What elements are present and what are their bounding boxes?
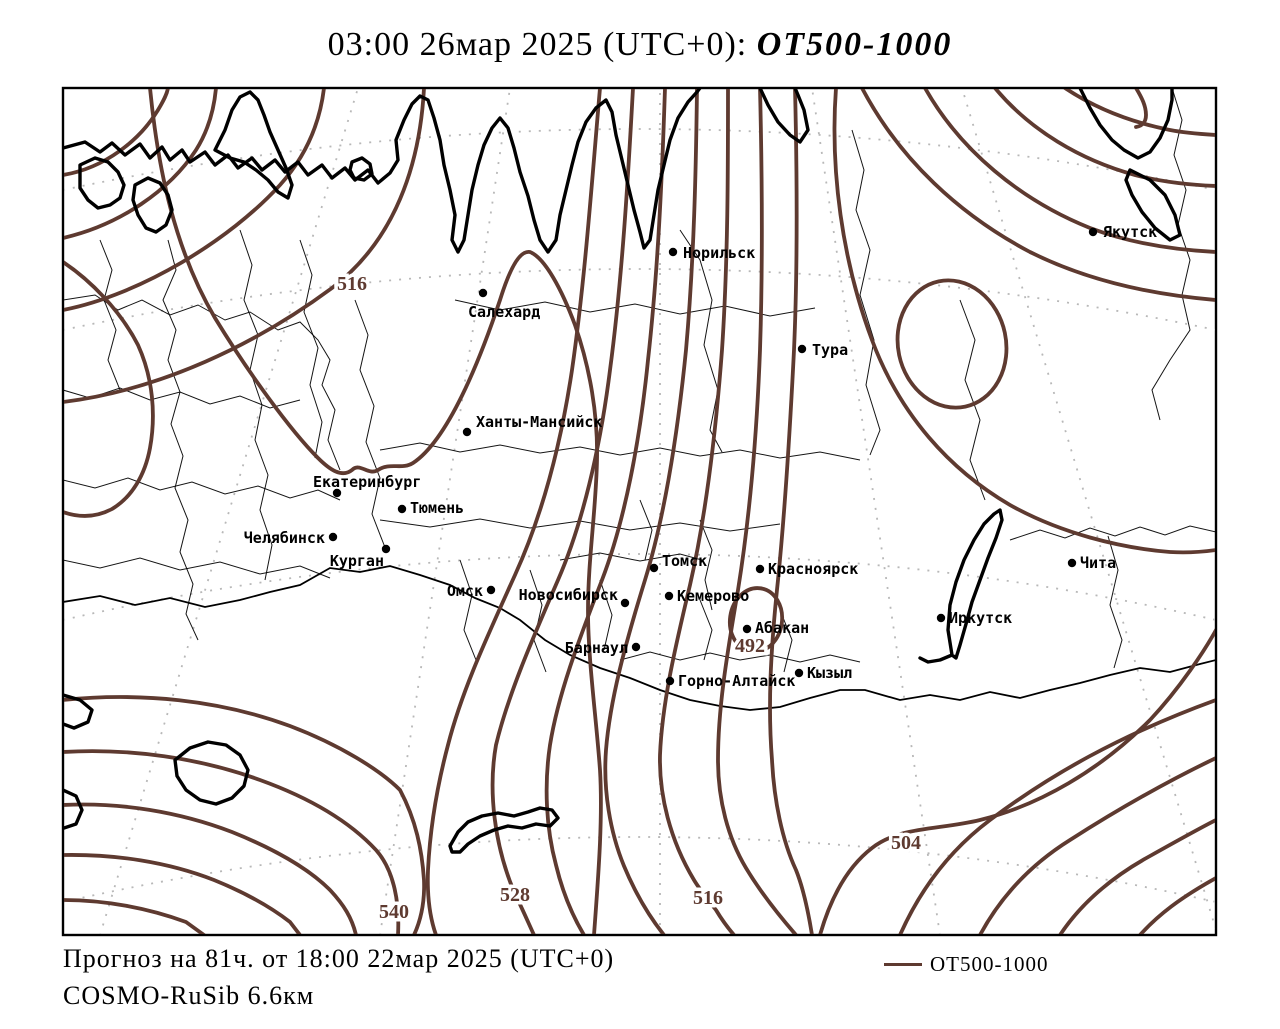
island-3	[348, 156, 374, 182]
lake-edge-2	[64, 788, 84, 830]
city-label: Челябинск	[244, 529, 325, 547]
city-dot	[742, 624, 752, 634]
city-marker: Иркутск	[936, 609, 1012, 627]
city-label: Ханты-Мансийск	[476, 413, 602, 431]
contour-value-label: 540	[379, 901, 409, 923]
city-marker: Курган	[330, 544, 391, 570]
city-marker: Екатеринбург	[313, 473, 421, 498]
city-label: Томск	[662, 552, 707, 570]
city-dot	[332, 488, 342, 498]
map-title: 03:00 26мар 2025 (UTC+0): ОТ500-1000	[0, 26, 1280, 64]
city-marker: Челябинск	[244, 529, 338, 547]
contour-value-label: 516	[693, 887, 723, 909]
city-label: Новосибирск	[519, 586, 618, 604]
city-marker: Омск	[447, 582, 496, 600]
city-label: Салехард	[468, 303, 540, 321]
city-dot	[1088, 227, 1098, 237]
contour-value-label: 504	[891, 832, 921, 854]
legend-line-sample	[884, 963, 922, 966]
lake-sw	[173, 740, 250, 806]
island-novaya-zemlya	[213, 90, 294, 200]
city-dot	[478, 288, 488, 298]
coastlines	[64, 89, 1182, 854]
city-marker: Тюмень	[397, 499, 464, 517]
city-label: Омск	[447, 582, 483, 600]
arctic-coast	[64, 89, 702, 254]
ne-coast	[1078, 89, 1174, 160]
model-info: COSMO-RuSib 6.6км	[63, 981, 315, 1010]
city-dot	[381, 544, 391, 554]
city-marker: Ханты-Мансийск	[462, 413, 602, 437]
city-marker: Новосибирск	[519, 586, 630, 608]
city-dot	[797, 344, 807, 354]
city-marker: Красноярск	[755, 560, 858, 578]
city-label: Иркутск	[949, 609, 1012, 627]
ne-island	[1124, 168, 1182, 242]
city-label: Барнаул	[565, 639, 628, 657]
city-dot	[620, 598, 630, 608]
city-dot	[328, 532, 338, 542]
city-label: Кызыл	[807, 664, 852, 682]
city-marker: Абакан	[742, 619, 809, 637]
city-dot	[649, 563, 659, 573]
city-dot	[631, 642, 641, 652]
city-dot	[486, 585, 496, 595]
city-marker: Норильск	[668, 244, 755, 262]
contour-value-label: 516	[337, 273, 367, 295]
forecast-info: Прогноз на 81ч. от 18:00 22мар 2025 (UTC…	[63, 944, 615, 973]
city-dot	[936, 613, 946, 623]
city-dot	[665, 676, 675, 686]
city-label: Чита	[1080, 554, 1116, 572]
city-marker: Тура	[797, 341, 848, 359]
city-marker: Томск	[649, 552, 707, 573]
city-marker: Якутск	[1088, 223, 1157, 241]
graticule	[64, 89, 1215, 934]
contour-value-label: 492	[735, 635, 765, 657]
legend: ОТ500-1000	[884, 952, 1049, 977]
lake-zaysan	[448, 806, 560, 854]
city-marker: Барнаул	[565, 639, 641, 657]
city-label: Екатеринбург	[313, 473, 421, 491]
city-marker: Кемерово	[664, 587, 749, 605]
city-label: Горно-Алтайск	[678, 672, 795, 690]
city-marker: Кызыл	[794, 664, 852, 682]
island-2	[131, 176, 174, 234]
city-dot	[755, 564, 765, 574]
city-label: Кемерово	[677, 587, 749, 605]
lake-baikal	[918, 508, 1004, 664]
contour-labels: 516 492 504 528 516 540	[334, 270, 925, 927]
city-marker: Чита	[1067, 554, 1116, 572]
city-dot	[462, 427, 472, 437]
city-label: Красноярск	[768, 560, 858, 578]
city-label: Норильск	[683, 244, 755, 262]
island-1	[78, 156, 126, 210]
city-dot	[397, 504, 407, 514]
city-label: Курган	[330, 552, 384, 570]
city-dot	[794, 668, 804, 678]
city-marker: Салехард	[468, 288, 540, 321]
lake-edge-1	[64, 693, 94, 730]
city-marker: Горно-Алтайск	[665, 672, 795, 690]
contour-value-label: 528	[500, 884, 530, 906]
legend-label: ОТ500-1000	[930, 952, 1049, 976]
map-frame	[61, 86, 1218, 937]
city-label: Тура	[812, 341, 848, 359]
map-title-datetime: 03:00 26мар 2025 (UTC+0):	[327, 26, 757, 63]
city-label: Абакан	[755, 619, 809, 637]
taymyr-cape	[758, 89, 810, 144]
region-borders	[64, 89, 1215, 711]
city-label: Тюмень	[410, 499, 464, 517]
city-dot	[1067, 558, 1077, 568]
city-markers: Норильск Салехард Тура Якутск Ханты-Мансийск…	[244, 223, 1157, 690]
map-title-field: ОТ500-1000	[756, 26, 953, 63]
city-dot	[664, 591, 674, 601]
city-label: Якутск	[1103, 223, 1157, 241]
contour-lines	[64, 89, 1215, 934]
city-dot	[668, 247, 678, 257]
